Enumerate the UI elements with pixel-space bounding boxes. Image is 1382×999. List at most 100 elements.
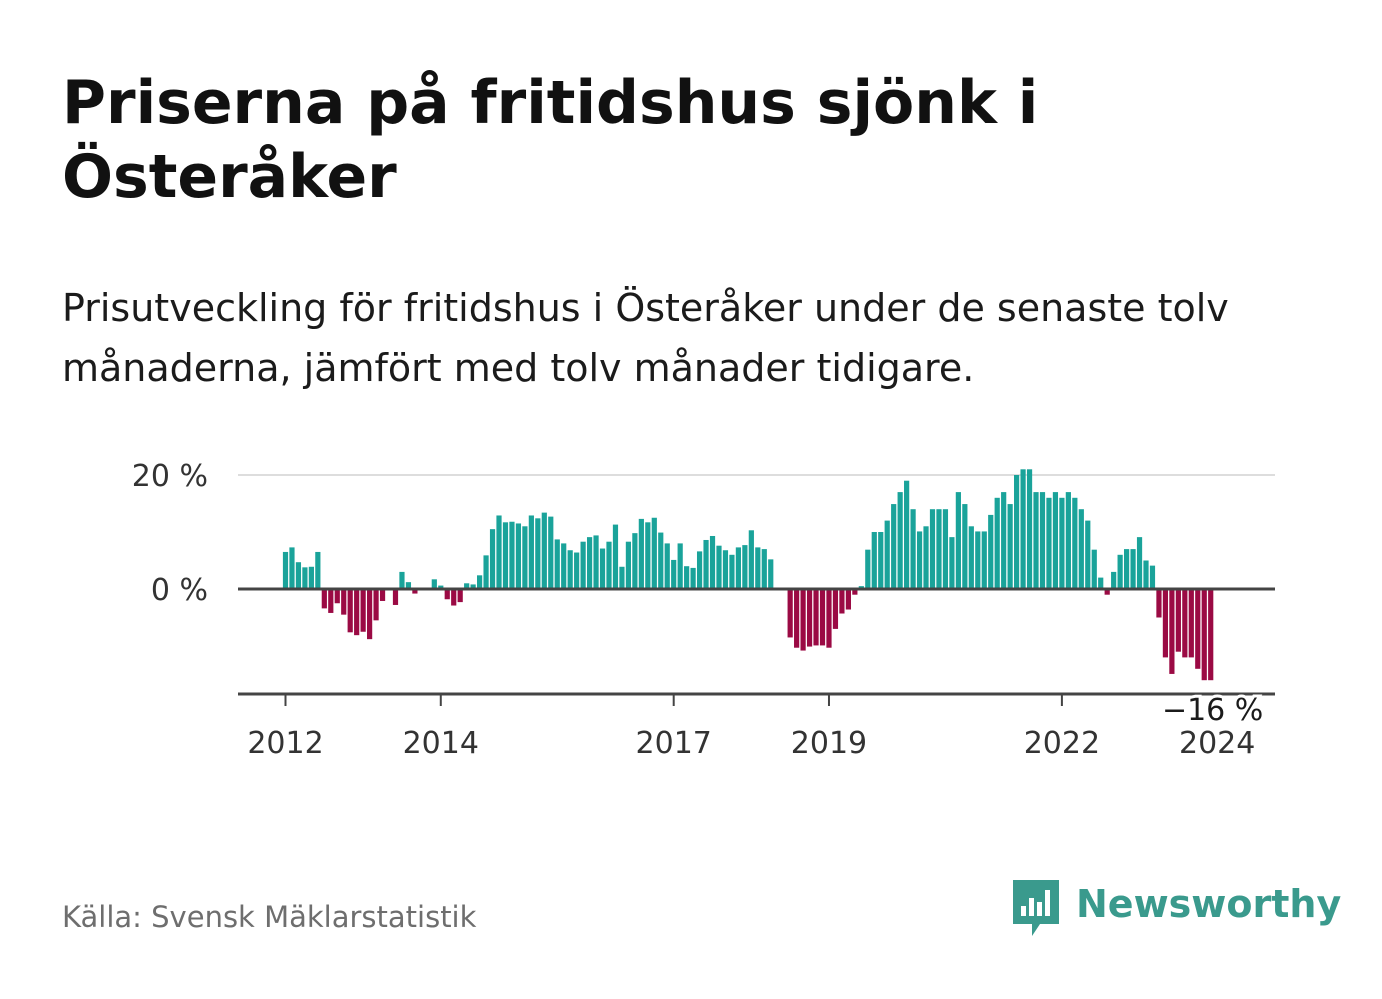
bar: [794, 589, 800, 648]
bar: [1046, 497, 1052, 589]
bar: [606, 541, 612, 589]
bar: [826, 589, 832, 648]
bar: [800, 589, 806, 651]
bar: [509, 521, 515, 589]
bar: [949, 537, 955, 589]
brand-name: Newsworthy: [1076, 882, 1342, 926]
bar: [1117, 554, 1123, 589]
x-tick-label: 2014: [403, 726, 479, 761]
bar: [1162, 589, 1169, 658]
bar: [761, 549, 767, 589]
bar: [412, 589, 418, 594]
bar: [884, 520, 890, 589]
bar: [813, 589, 819, 646]
bar: [632, 533, 638, 589]
bar: [347, 589, 353, 633]
bar: [515, 523, 522, 589]
bar: [1052, 492, 1059, 589]
bar: [709, 535, 716, 589]
bar: [806, 589, 813, 647]
bar: [871, 532, 877, 589]
bar: [438, 585, 444, 589]
bar: [1104, 589, 1110, 595]
bar: [768, 559, 774, 589]
bar: [819, 589, 826, 646]
axis-layer: [238, 587, 1275, 706]
bar: [405, 582, 412, 589]
bar: [360, 589, 366, 632]
bar: [1195, 589, 1201, 669]
bar: [315, 551, 321, 589]
last-value-label: −16 %: [1162, 693, 1263, 728]
bar: [690, 567, 696, 589]
bar: [845, 589, 851, 610]
bar: [451, 589, 457, 606]
brand-logo: Newsworthy: [1010, 878, 1341, 942]
bar: [535, 518, 541, 589]
bar: [1156, 589, 1162, 618]
bar: [528, 515, 534, 589]
bar: [910, 509, 916, 589]
bar: [399, 571, 405, 589]
bar: [988, 514, 994, 589]
bar: [289, 547, 295, 589]
bar: [638, 518, 644, 589]
bar: [477, 575, 483, 589]
bar: [489, 529, 496, 589]
bar: [1065, 492, 1071, 589]
bar: [651, 517, 657, 589]
bar: [755, 547, 761, 589]
x-tick-label: 2024: [1179, 726, 1255, 761]
bar: [1136, 537, 1143, 589]
bar: [658, 532, 664, 589]
bar: [1111, 571, 1117, 589]
bar: [1169, 589, 1175, 674]
bar: [308, 566, 314, 589]
bar: [923, 526, 929, 589]
bar: [1124, 549, 1130, 589]
bar: [574, 552, 580, 589]
bar: [729, 554, 735, 589]
bar: [379, 589, 386, 601]
bar: [1149, 565, 1156, 589]
bar: [1007, 504, 1013, 589]
bar: [664, 543, 670, 589]
bar: [904, 480, 910, 589]
bar: [1201, 589, 1207, 681]
bar: [975, 531, 981, 589]
bar: [483, 555, 489, 589]
bar: [832, 589, 839, 629]
bar: [968, 526, 974, 589]
source-note: Källa: Svensk Mäklarstatistik: [62, 900, 477, 934]
bar: [684, 566, 690, 589]
bar: [1059, 497, 1065, 589]
bar: [593, 535, 599, 589]
bar: [502, 522, 509, 589]
bar: [295, 562, 302, 589]
bar: [645, 522, 651, 589]
x-tick-label: 2017: [636, 726, 712, 761]
bar: [696, 551, 703, 589]
bar: [865, 549, 871, 589]
bar: [1078, 509, 1084, 589]
bar: [742, 545, 748, 589]
bar: [716, 545, 722, 589]
bar: [897, 492, 903, 589]
bar: [677, 543, 683, 589]
bar: [1026, 469, 1033, 589]
bar: [994, 497, 1000, 589]
bar: [1130, 549, 1136, 589]
bar: [599, 548, 606, 589]
bar: [929, 509, 936, 589]
bar: [457, 589, 463, 603]
bar: [619, 566, 625, 589]
labels-layer: 20 % 0 % 2012 2014 2017 2019 2022 2024−16 %: [132, 459, 1267, 761]
bar: [955, 492, 961, 589]
bar: [567, 550, 573, 589]
bar: [392, 589, 399, 605]
bar: [522, 526, 528, 589]
bar: [302, 567, 308, 589]
bar: [1188, 589, 1194, 658]
bar: [341, 589, 347, 615]
bar: [580, 541, 586, 589]
